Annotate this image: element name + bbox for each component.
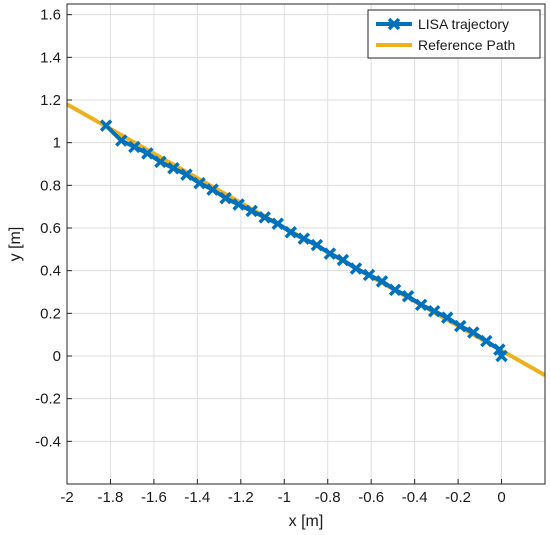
y-tick-label: 0 bbox=[53, 348, 61, 365]
y-tick-label: 1.2 bbox=[40, 92, 61, 109]
data-point-marker bbox=[427, 304, 441, 318]
data-point-marker bbox=[271, 217, 284, 230]
legend-label: Reference Path bbox=[418, 37, 515, 53]
data-point-marker bbox=[454, 319, 467, 333]
y-tick-label: 0.2 bbox=[40, 305, 61, 322]
data-point-marker bbox=[323, 247, 337, 260]
data-point-marker bbox=[115, 134, 128, 147]
axes-box bbox=[66, 3, 546, 485]
data-point-marker bbox=[480, 334, 493, 348]
data-point-marker bbox=[467, 326, 480, 339]
legend-box bbox=[367, 9, 541, 59]
legend-entry: Reference Path bbox=[376, 37, 515, 53]
legend-items: LISA trajectory Reference Path bbox=[376, 16, 515, 53]
data-point-marker bbox=[193, 176, 206, 190]
x-tick-label: -2 bbox=[60, 489, 73, 506]
data-point-marker bbox=[401, 290, 415, 303]
legend-label: LISA trajectory bbox=[418, 16, 509, 32]
x-tick-label: -0.2 bbox=[445, 489, 471, 506]
x-tick-label: -0.6 bbox=[358, 489, 384, 506]
y-tick-label: -0.4 bbox=[35, 433, 61, 450]
data-point-marker bbox=[297, 232, 311, 245]
y-tick-label: -0.2 bbox=[35, 391, 61, 408]
x-tick-label: -1.6 bbox=[141, 489, 167, 506]
y-tick-label: 1.4 bbox=[40, 49, 61, 66]
data-point-marker bbox=[362, 268, 376, 282]
data-point-marker bbox=[154, 155, 167, 169]
x-tick-label: -1.8 bbox=[98, 489, 124, 506]
axis-ticks: -2 -1.8 -1.6 -1.4 -1.2 -1 -0.8 -0.6 -0.4 -0.2 0 -0.… bbox=[35, 7, 506, 506]
x-tick-label: -0.8 bbox=[315, 489, 341, 506]
data-point-marker bbox=[258, 211, 271, 224]
data-point-marker bbox=[440, 311, 454, 324]
y-tick-label: 0.6 bbox=[40, 220, 61, 237]
data-point-marker bbox=[219, 191, 232, 205]
data-point-marker bbox=[232, 198, 245, 211]
x-tick-label: -1.2 bbox=[228, 489, 254, 506]
series-group bbox=[67, 102, 545, 377]
data-point-marker bbox=[284, 226, 298, 239]
data-point-marker bbox=[245, 204, 258, 218]
x-tick-label: -1.4 bbox=[184, 489, 210, 506]
data-point-marker bbox=[375, 275, 389, 288]
data-point-marker bbox=[128, 140, 141, 154]
y-tick-label: 1 bbox=[53, 135, 61, 152]
x-axis-label: x [m] bbox=[289, 513, 324, 530]
legend-entry: LISA trajectory bbox=[376, 16, 509, 32]
data-point-marker bbox=[99, 119, 113, 132]
data-point-marker bbox=[141, 147, 154, 160]
data-point-marker bbox=[180, 168, 193, 181]
data-point-marker bbox=[336, 253, 350, 267]
x-tick-label: -1 bbox=[278, 489, 291, 506]
y-tick-label: 0.8 bbox=[40, 177, 61, 194]
data-point-marker bbox=[388, 283, 402, 297]
y-tick-label: 0.4 bbox=[40, 263, 61, 280]
x-tick-label: 0 bbox=[497, 489, 505, 506]
data-point-marker bbox=[493, 343, 506, 356]
legend: LISA trajectory Reference Path bbox=[367, 9, 541, 59]
x-tick-label: -0.4 bbox=[402, 489, 428, 506]
legend-marker bbox=[387, 17, 401, 31]
data-point-marker bbox=[349, 262, 363, 275]
data-point-marker bbox=[206, 183, 219, 196]
data-point-marker bbox=[167, 162, 180, 175]
plot-area bbox=[67, 102, 545, 377]
y-axis-label: y [m] bbox=[7, 227, 24, 262]
data-point-marker bbox=[310, 238, 324, 252]
data-point-marker bbox=[414, 298, 428, 312]
y-tick-label: 1.6 bbox=[40, 7, 61, 24]
